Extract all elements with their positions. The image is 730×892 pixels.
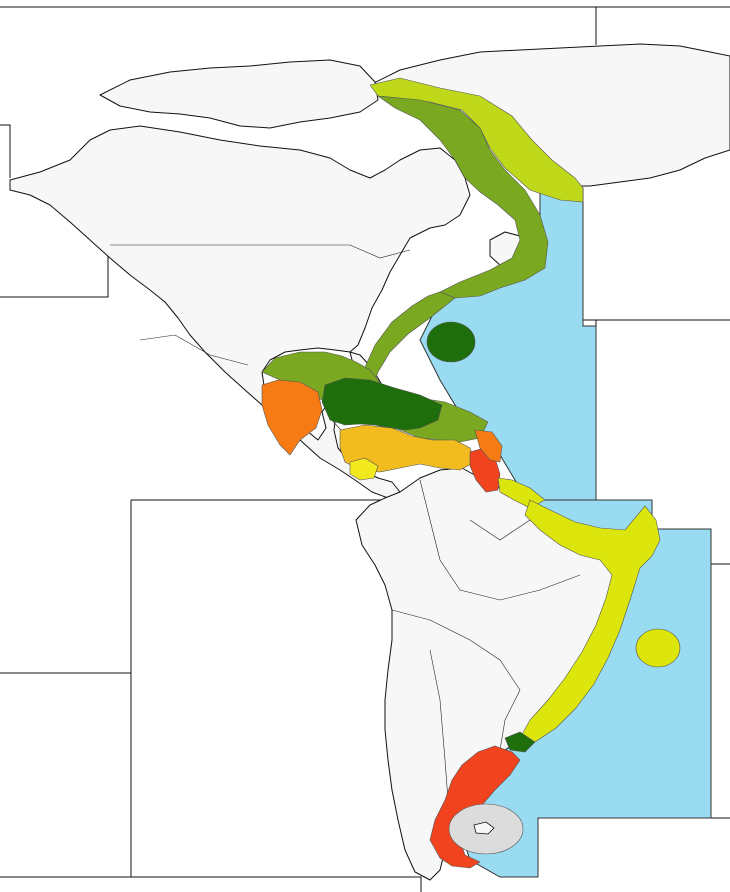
brazil-coast-zone [519, 499, 661, 743]
greenland-east-coast-zone [369, 77, 584, 203]
bermuda-zone [426, 321, 476, 363]
land-masses [9, 43, 730, 881]
colombia-caribbean-zone [349, 457, 379, 481]
western-caribbean-zone [261, 379, 323, 456]
east-caribbean-zone [474, 429, 503, 463]
trindade-island-zone [635, 628, 681, 668]
falkland-islands-outline [473, 821, 495, 835]
greater-antilles-zone [321, 377, 443, 431]
uruguay-coast-zone [504, 731, 536, 753]
arctic-archipelago [99, 59, 379, 129]
coastal-zones [261, 77, 681, 869]
